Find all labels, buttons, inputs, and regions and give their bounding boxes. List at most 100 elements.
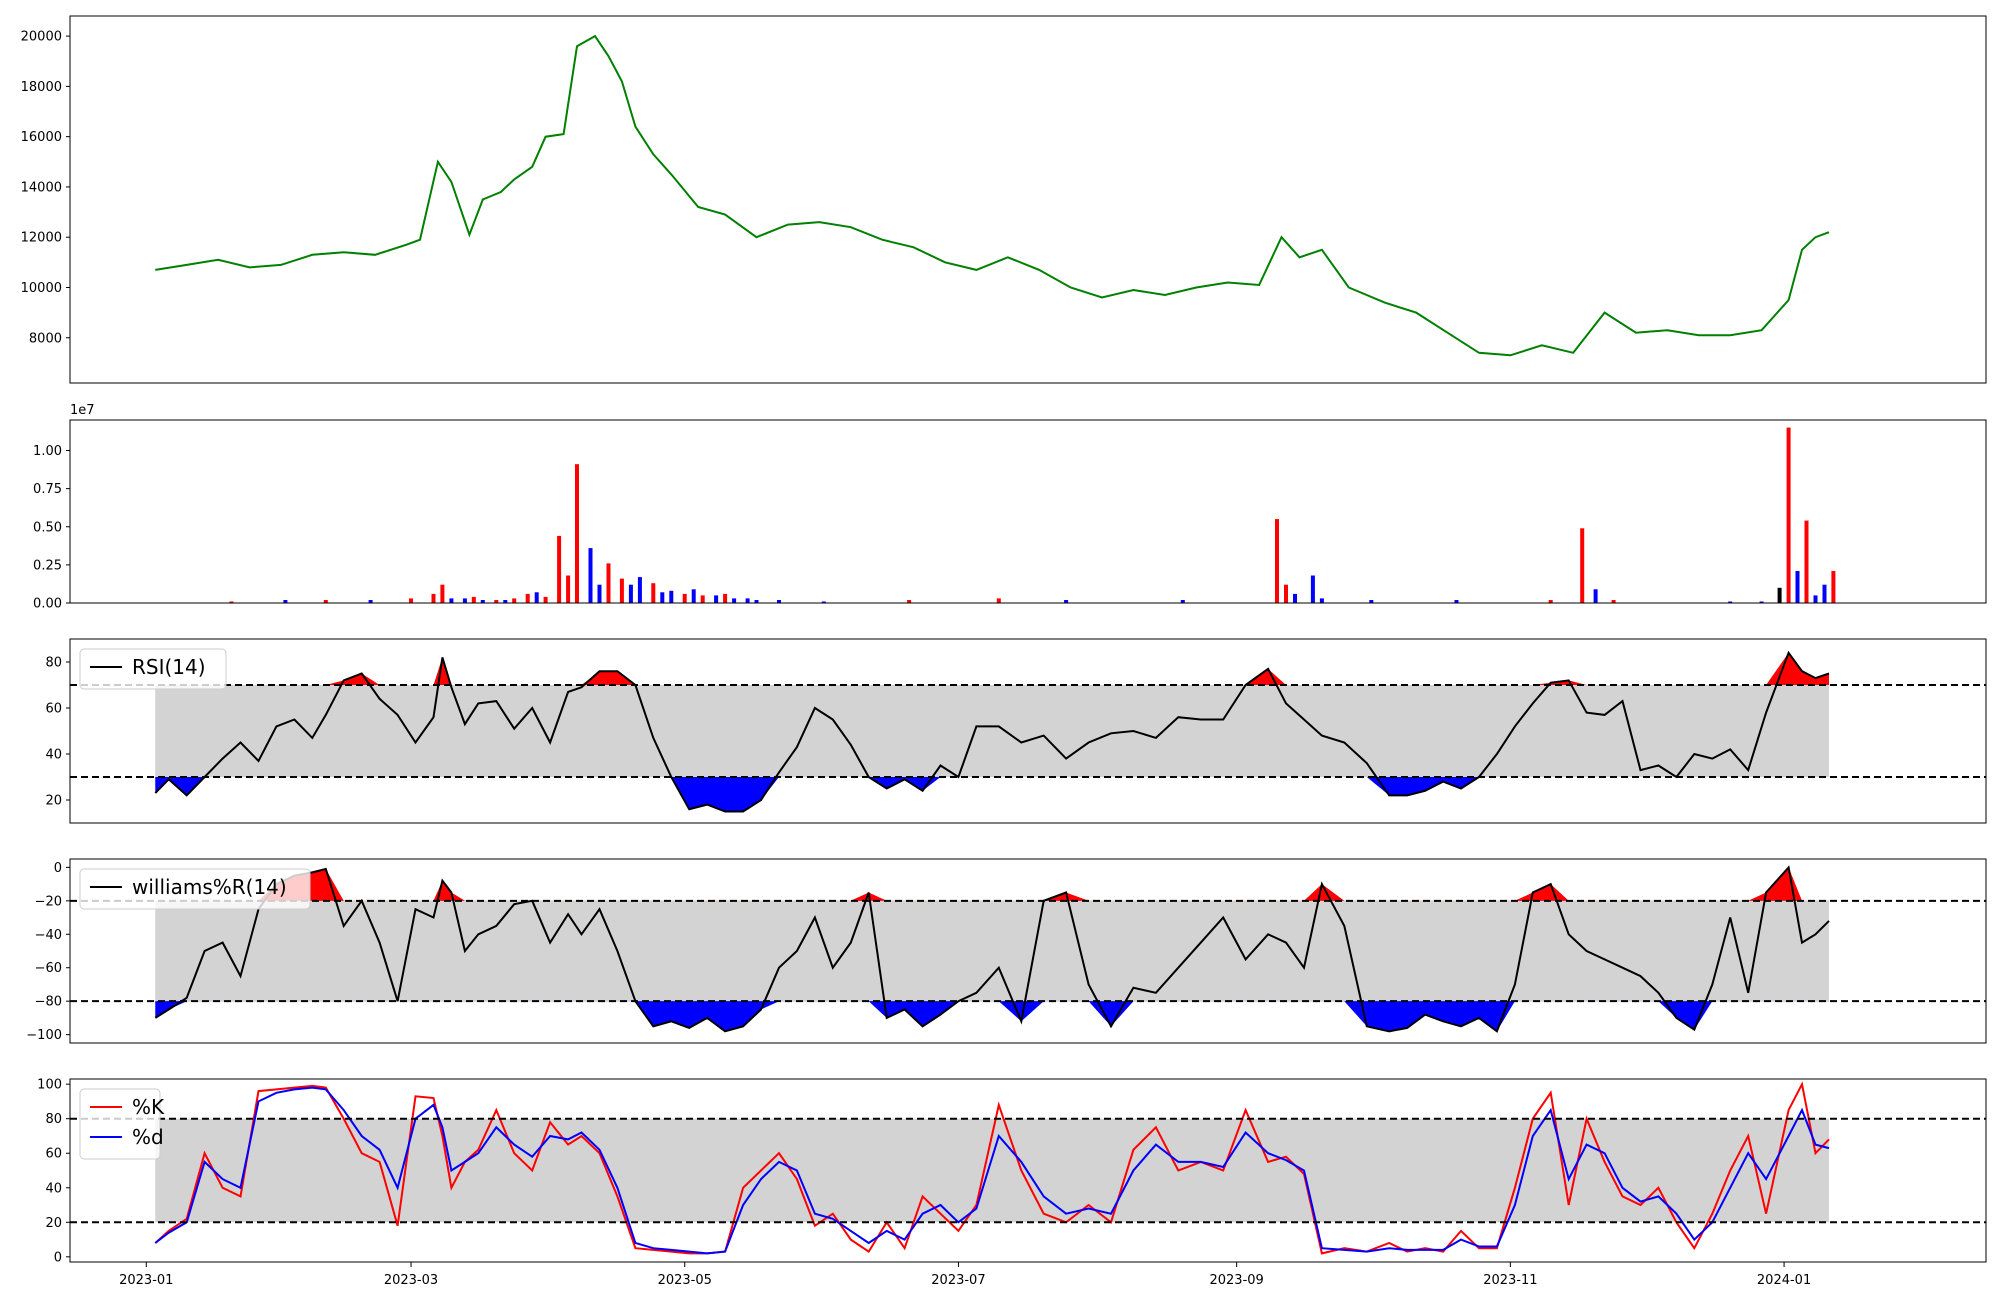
x-tick-label: 2023-11 <box>1483 1273 1537 1288</box>
y-tick-label: 80 <box>45 1112 62 1127</box>
volume-bar <box>543 596 548 603</box>
y-tick-label: 0 <box>54 1250 62 1265</box>
x-tick-label: 2023-07 <box>931 1273 985 1288</box>
volume-bar <box>691 589 696 603</box>
y-tick-label: 10000 <box>21 281 62 296</box>
volume-bar <box>1831 571 1836 603</box>
y-tick-label: 0.25 <box>33 558 62 573</box>
rsi-line <box>154 650 1830 813</box>
volume-bar <box>471 596 476 603</box>
x-tick-label: 2023-09 <box>1209 1273 1263 1288</box>
y-tick-label: 20 <box>45 794 62 809</box>
volume-bar <box>669 590 674 603</box>
volume-bar <box>714 595 719 603</box>
williams-r-panel: −100 −80 −60 −40 −20 0 williams%R(14) <box>26 858 1987 1044</box>
volume-bar <box>462 598 467 603</box>
overbought-fill <box>155 652 1830 685</box>
date-axis: 2023-01 2023-03 2023-05 2023-07 2023-09 2023-… <box>119 1262 1811 1288</box>
volume-bar <box>566 575 571 603</box>
neutral-band <box>155 900 1829 1002</box>
y-tick-label: 0.00 <box>33 597 62 612</box>
y-tick-label: 12000 <box>21 231 62 246</box>
volume-bar <box>1786 427 1791 603</box>
volume-bar <box>1310 575 1315 603</box>
volume-bar <box>732 598 737 603</box>
y-tick-label: −100 <box>26 1028 62 1043</box>
price-line <box>155 34 1830 357</box>
volume-bar <box>503 600 508 603</box>
volume-scale-label: 1e7 <box>70 403 95 418</box>
y-tick-label: 0.75 <box>33 482 62 497</box>
volume-bar <box>1759 601 1764 603</box>
y-tick-label: 16000 <box>21 130 62 145</box>
volume-bar <box>1813 595 1818 603</box>
volume-bar <box>409 598 413 603</box>
y-tick-label: −20 <box>35 894 62 909</box>
volume-bar <box>1369 600 1374 603</box>
y-tick-label: 8000 <box>29 331 62 346</box>
volume-bar <box>619 578 624 603</box>
volume-bar <box>323 600 328 603</box>
volume-bar <box>1454 600 1459 603</box>
volume-bar <box>1777 587 1782 604</box>
volume-bar <box>651 583 656 603</box>
volume-bar <box>682 593 687 603</box>
volume-bar <box>1548 600 1553 603</box>
legend-box <box>79 868 311 910</box>
legend-label: %K <box>132 1095 165 1119</box>
y-tick-label: 0 <box>54 861 62 876</box>
volume-bar <box>1822 584 1827 603</box>
y-tick-label: −60 <box>35 961 62 976</box>
volume-bar <box>494 600 499 603</box>
volume-bar <box>754 600 759 603</box>
price-panel: 8000 10000 12000 14000 16000 18000 20000 <box>21 15 1987 384</box>
y-tick-label: 0.50 <box>33 520 62 535</box>
axes-frame <box>69 419 1987 604</box>
y-tick-label: 20 <box>45 1216 62 1231</box>
x-tick-label: 2024-01 <box>1757 1273 1811 1288</box>
legend-label: %d <box>132 1125 164 1149</box>
neutral-band <box>155 685 1829 777</box>
volume-bar <box>229 601 234 603</box>
volume-bar <box>440 584 445 603</box>
volume-bar <box>588 548 593 603</box>
volume-bar <box>525 593 530 603</box>
y-tick-label: 18000 <box>21 80 62 95</box>
legend-label: RSI(14) <box>132 655 206 679</box>
axes-frame <box>69 638 1987 824</box>
volume-bar <box>597 584 602 603</box>
y-tick-label: 100 <box>37 1078 62 1093</box>
volume-bar <box>907 600 912 603</box>
volume-bar <box>283 600 288 603</box>
volume-bar <box>637 577 642 603</box>
x-tick-label: 2023-03 <box>384 1273 438 1288</box>
volume-bar <box>821 601 826 603</box>
volume-bar <box>723 593 728 603</box>
y-tick-label: 60 <box>45 702 62 717</box>
y-tick-label: 60 <box>45 1147 62 1162</box>
volume-bar <box>575 464 579 603</box>
legend-box <box>79 648 227 690</box>
y-tick-label: 20000 <box>21 30 62 45</box>
volume-bar <box>996 598 1001 603</box>
volume-bar <box>1611 600 1616 603</box>
volume-bar <box>1319 598 1324 603</box>
volume-bar <box>1180 600 1185 603</box>
y-tick-label: 40 <box>45 748 62 763</box>
legend-label: williams%R(14) <box>132 875 287 899</box>
y-tick-label: 80 <box>45 656 62 671</box>
axes-frame <box>69 858 1987 1044</box>
volume-bar <box>431 593 436 603</box>
volume-bar <box>660 592 665 603</box>
axes-frame <box>69 15 1987 384</box>
oversold-fill <box>155 1001 1830 1032</box>
volume-bar <box>700 595 705 603</box>
y-tick-label: −40 <box>35 928 62 943</box>
volume-bar <box>534 592 539 603</box>
volume-bar <box>512 598 517 603</box>
overbought-fill <box>155 867 1830 901</box>
volume-bar <box>1275 519 1279 603</box>
volume-bar <box>449 598 454 603</box>
x-tick-label: 2023-05 <box>658 1273 712 1288</box>
